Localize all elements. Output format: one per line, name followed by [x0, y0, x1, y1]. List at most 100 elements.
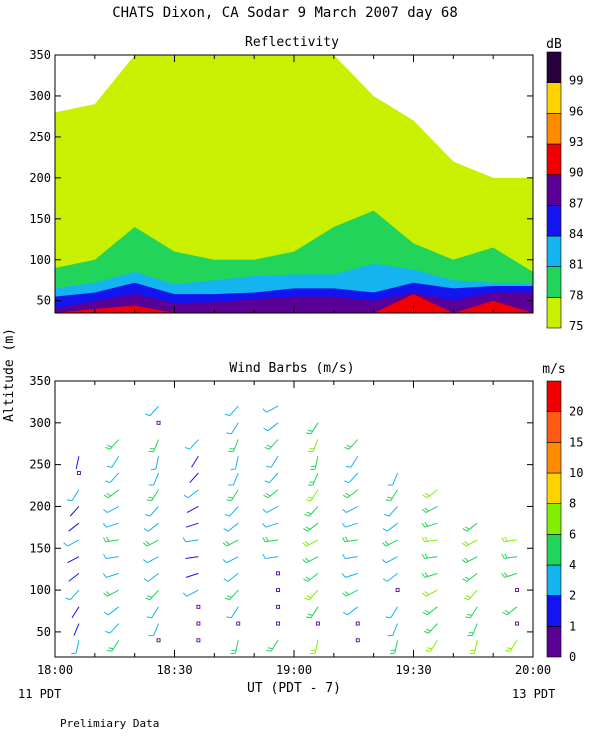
wind-barb	[68, 572, 80, 582]
wind-barb-feather	[265, 536, 269, 542]
wind-barb	[342, 489, 359, 499]
wind-barb-feather	[421, 592, 427, 597]
wind-barb	[501, 553, 518, 559]
wind-barb-feather	[262, 522, 267, 528]
refl-colorbar-swatch	[546, 51, 562, 83]
refl-colorbar-label: 93	[569, 135, 583, 149]
wind-barb	[142, 539, 159, 547]
wind-barb	[262, 522, 279, 528]
wind-barb-feather	[505, 649, 511, 652]
wind-barb-feather	[304, 540, 310, 545]
wind-barb-shaft	[105, 539, 119, 543]
wind-barb-shaft	[265, 556, 279, 559]
wind-barb-feather	[182, 537, 186, 542]
refl-ytick-label: 350	[29, 48, 51, 62]
wind-colorbar-swatch	[546, 380, 562, 412]
wind-barb-shaft	[186, 506, 199, 513]
wind-barb	[106, 640, 120, 652]
wind-barb-feather	[226, 432, 232, 435]
wind-barb	[387, 623, 399, 637]
wind-barb-feather	[506, 647, 512, 650]
wind-barb-feather	[422, 611, 428, 616]
wind-barb-feather	[302, 559, 307, 564]
wind-barb	[150, 456, 160, 471]
wind-barb	[102, 522, 119, 528]
wind-barb-feather	[421, 508, 427, 513]
wind-ytick-label: 250	[29, 458, 51, 472]
refl-colorbar-label: 81	[569, 258, 583, 272]
wind-barb	[344, 472, 359, 484]
wind-barb	[344, 439, 359, 450]
wind-ytick-label: 300	[29, 416, 51, 430]
wind-barb	[65, 589, 80, 601]
wind-barb-shaft	[265, 539, 279, 543]
wind-barb	[143, 572, 159, 582]
wind-barb-feather	[504, 553, 508, 559]
wind-barb-shaft	[155, 456, 160, 470]
wind-barb	[502, 606, 518, 616]
wind-barb-shaft	[146, 556, 159, 564]
wind-barb-shaft	[308, 506, 319, 517]
wind-barb-shaft	[345, 522, 358, 528]
refl-ytick-label: 150	[29, 212, 51, 226]
wind-barb-feather	[224, 597, 230, 601]
wind-barb-feather	[107, 444, 113, 448]
wind-barb-feather	[142, 559, 148, 564]
wind-barb	[467, 623, 478, 637]
refl-ytick-label: 200	[29, 171, 51, 185]
wind-barb	[148, 623, 160, 637]
wind-barb-shaft	[471, 623, 478, 636]
wind-barb-shaft	[105, 556, 119, 559]
wind-barb	[69, 506, 80, 517]
wind-barb-shaft	[306, 539, 319, 547]
wind-calm-marker	[276, 604, 281, 609]
wind-barb-shaft	[148, 522, 159, 532]
wind-barb	[303, 522, 319, 532]
wind-barb-feather	[310, 465, 316, 468]
wind-barb-shaft	[348, 472, 359, 483]
wind-barb-feather	[143, 578, 149, 582]
wind-barb-shaft	[148, 572, 159, 582]
wind-colorbar-label: 2	[569, 589, 576, 603]
wind-barb	[505, 640, 518, 652]
wind-barb	[228, 439, 239, 453]
wind-ytick-label: 150	[29, 541, 51, 555]
wind-barb-shaft	[189, 472, 199, 483]
wind-calm-marker	[395, 588, 400, 593]
wind-barb	[185, 572, 199, 578]
wind-barb-feather	[102, 522, 107, 528]
wind-barb-feather	[263, 427, 269, 432]
wind-barb	[183, 489, 199, 499]
wind-barb-feather	[225, 540, 230, 545]
wind-barb-shaft	[428, 623, 438, 634]
wind-barb-shaft	[230, 422, 239, 435]
wind-barb	[382, 522, 398, 532]
refl-ytick-label: 300	[29, 89, 51, 103]
wind-barb-shaft	[185, 572, 199, 578]
refl-colorbar-swatch	[546, 235, 562, 267]
wind-calm-marker	[76, 471, 81, 475]
refl-colorbar-label: 99	[569, 74, 583, 88]
wind-barb	[67, 489, 80, 502]
wind-barb-feather	[266, 444, 272, 448]
wind-barb-feather	[504, 609, 510, 614]
wind-barb-shaft	[426, 489, 438, 499]
wind-xtick-label: 18:30	[156, 663, 192, 677]
wind-barb-shaft	[227, 572, 239, 582]
wind-colorbar-swatch	[546, 564, 562, 596]
wind-barb-shaft	[187, 489, 199, 499]
wind-barb-feather	[230, 468, 236, 471]
wind-barb-feather	[223, 528, 229, 532]
wind-barb	[263, 489, 279, 499]
wind-barb-shaft	[504, 556, 518, 559]
wind-calm-marker	[276, 621, 281, 626]
wind-barb-shaft	[106, 522, 119, 528]
wind-barb-feather	[264, 446, 270, 450]
wind-barb-feather	[427, 647, 433, 650]
refl-colorbar-swatch	[546, 82, 562, 114]
wind-title: Wind Barbs (m/s)	[229, 361, 354, 376]
wind-barb-shaft	[469, 606, 478, 619]
wind-barb-shaft	[189, 439, 199, 450]
wind-barb-feather	[150, 468, 156, 471]
